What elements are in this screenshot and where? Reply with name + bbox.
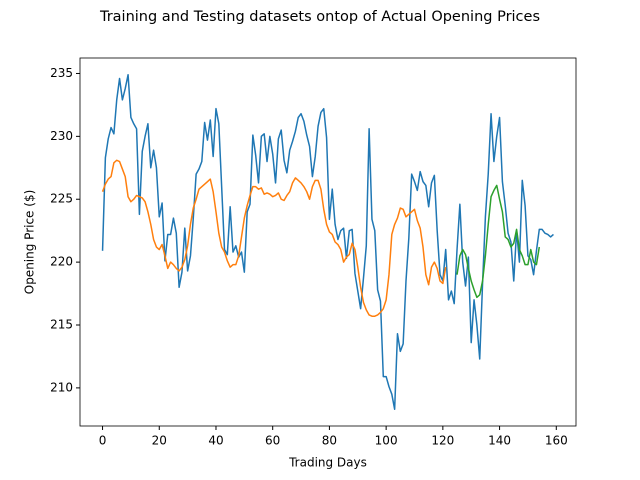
x-tick-label: 0 [99, 434, 107, 448]
series-line [101, 73, 554, 411]
x-tick-label: 120 [431, 434, 454, 448]
series-line [456, 184, 541, 299]
y-tick-label: 215 [50, 318, 73, 332]
chart-title: Training and Testing datasets ontop of A… [99, 9, 540, 25]
y-tick-label: 220 [50, 255, 73, 269]
series-line [101, 159, 447, 317]
x-tick-label: 140 [488, 434, 511, 448]
y-axis-label: Opening Price ($) [23, 190, 37, 295]
y-tick-label: 230 [50, 129, 73, 143]
x-tick-label: 80 [322, 434, 337, 448]
plot-frame [79, 57, 577, 427]
x-tick-label: 160 [545, 434, 568, 448]
x-tick-label: 60 [265, 434, 280, 448]
y-tick-label: 225 [50, 192, 73, 206]
y-tick-label: 210 [50, 380, 73, 394]
x-tick-label: 20 [152, 434, 167, 448]
x-tick-label: 100 [375, 434, 398, 448]
x-tick-label: 40 [208, 434, 223, 448]
x-axis-label: Trading Days [288, 456, 367, 470]
y-tick-label: 235 [50, 66, 73, 80]
